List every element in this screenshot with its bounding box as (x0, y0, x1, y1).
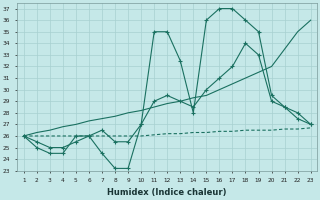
X-axis label: Humidex (Indice chaleur): Humidex (Indice chaleur) (108, 188, 227, 197)
